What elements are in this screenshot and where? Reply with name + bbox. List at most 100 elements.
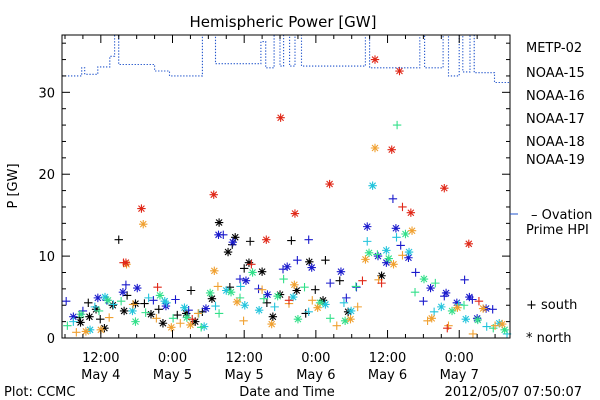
north-point-marker: [210, 266, 219, 276]
north-point-marker: [214, 230, 223, 240]
north-point-marker: [340, 316, 350, 326]
north-point-marker: [122, 260, 131, 269]
north-point-marker: [231, 233, 240, 242]
north-point-marker: [118, 287, 128, 297]
north-point-marker: [453, 303, 462, 312]
north-point-marker: [186, 320, 195, 330]
north-point-marker: [404, 253, 413, 262]
north-point-marker: [214, 218, 224, 227]
north-point-marker: [290, 209, 300, 218]
data-series: [61, 55, 512, 339]
south-point-marker: [410, 287, 420, 297]
north-point-marker: [223, 247, 233, 257]
x-tick-date-label: May 6: [296, 368, 335, 383]
north-point-marker: [207, 294, 217, 303]
series-metp-02: [75, 218, 386, 333]
north-point-marker: [155, 291, 165, 300]
south-point-marker: [90, 302, 100, 312]
south-point-marker: [121, 280, 131, 289]
north-point-marker: [437, 302, 446, 312]
north-point-marker: [346, 314, 355, 324]
south-point-marker: [474, 296, 484, 306]
north-point-marker: [419, 274, 429, 284]
south-point-marker: [69, 317, 78, 326]
north-point-marker: [440, 183, 449, 193]
north-point-marker: [167, 323, 176, 332]
south-point-marker: [482, 322, 491, 331]
south-point-marker: [254, 284, 263, 294]
south-point-marker: [193, 309, 203, 318]
south-point-marker: [339, 298, 349, 307]
north-point-marker: [81, 327, 91, 336]
north-point-marker: [290, 280, 299, 289]
north-point-marker: [69, 312, 78, 321]
north-point-marker: [263, 290, 272, 299]
north-point-marker: [276, 113, 285, 122]
south-point-marker: [284, 296, 294, 305]
x-tick-date-label: May 7: [440, 368, 479, 383]
north-point-marker: [119, 306, 129, 316]
north-point-marker: [346, 306, 356, 316]
north-point-marker: [76, 318, 85, 327]
south-point-marker: [257, 285, 267, 294]
north-point-marker: [495, 319, 504, 328]
south-point-marker: [196, 323, 206, 332]
ovation-hpi-line: [62, 34, 510, 84]
south-point-marker: [140, 299, 149, 308]
south-point-marker: [144, 293, 153, 303]
x-axis: 12:00 May 4 0:00 May 5 12:00 May 5 0:00 May 6 12…: [64, 35, 496, 383]
north-point-marker: [268, 312, 278, 321]
x-tick-date-label: May 5: [153, 368, 192, 383]
legend-entry-noaa-16: NOAA-16: [526, 89, 585, 104]
series-noaa-19: [119, 55, 484, 333]
north-point-marker: [137, 204, 146, 213]
north-point-marker: [465, 292, 474, 302]
south-point-marker: [326, 278, 335, 288]
south-point-marker: [176, 319, 185, 328]
south-point-marker: [443, 323, 452, 333]
y-tick-label: 30: [38, 86, 55, 101]
north-point-marker: [447, 306, 457, 316]
south-point-marker: [239, 264, 249, 273]
north-point-marker: [377, 271, 386, 280]
south-point-marker: [431, 278, 440, 288]
north-point-marker: [121, 258, 131, 267]
legend-south-label: + south: [526, 298, 577, 313]
south-point-marker: [332, 321, 341, 330]
south-point-marker: [63, 321, 72, 330]
south-point-marker: [116, 296, 126, 306]
south-point-marker: [358, 276, 367, 285]
south-point-marker: [304, 235, 313, 244]
south-point-marker: [245, 237, 255, 246]
x-tick-time-label: 0:00: [158, 351, 187, 366]
north-point-marker: [146, 310, 156, 319]
south-point-marker: [141, 308, 150, 317]
north-point-marker: [241, 276, 251, 285]
south-point-marker: [94, 306, 104, 316]
legend-entry-noaa-17: NOAA-17: [526, 112, 585, 127]
north-point-marker: [382, 258, 391, 267]
north-point-marker: [461, 314, 470, 324]
north-point-marker: [131, 317, 140, 326]
north-point-marker: [96, 325, 106, 335]
south-point-marker: [352, 283, 361, 292]
north-point-marker: [288, 292, 298, 302]
south-point-marker: [152, 314, 161, 323]
south-point-marker: [353, 302, 362, 312]
north-point-marker: [293, 314, 303, 324]
south-point-marker: [128, 300, 138, 309]
plot-credit: Plot: CCMC: [4, 385, 75, 400]
plot-frame: [61, 34, 511, 339]
south-point-marker: [300, 283, 309, 292]
north-point-marker: [273, 292, 282, 301]
y-tick-label: 10: [38, 250, 55, 265]
ovation-hpi-path: [62, 34, 510, 84]
north-point-marker: [91, 305, 101, 314]
x-tick-time-label: 0:00: [445, 351, 474, 366]
north-point-marker: [228, 237, 238, 247]
legend-north-label: * north: [526, 331, 572, 346]
south-point-marker: [247, 260, 256, 269]
x-tick-time-label: 12:00: [225, 351, 262, 366]
north-point-marker: [452, 298, 462, 307]
south-point-marker: [388, 194, 398, 203]
